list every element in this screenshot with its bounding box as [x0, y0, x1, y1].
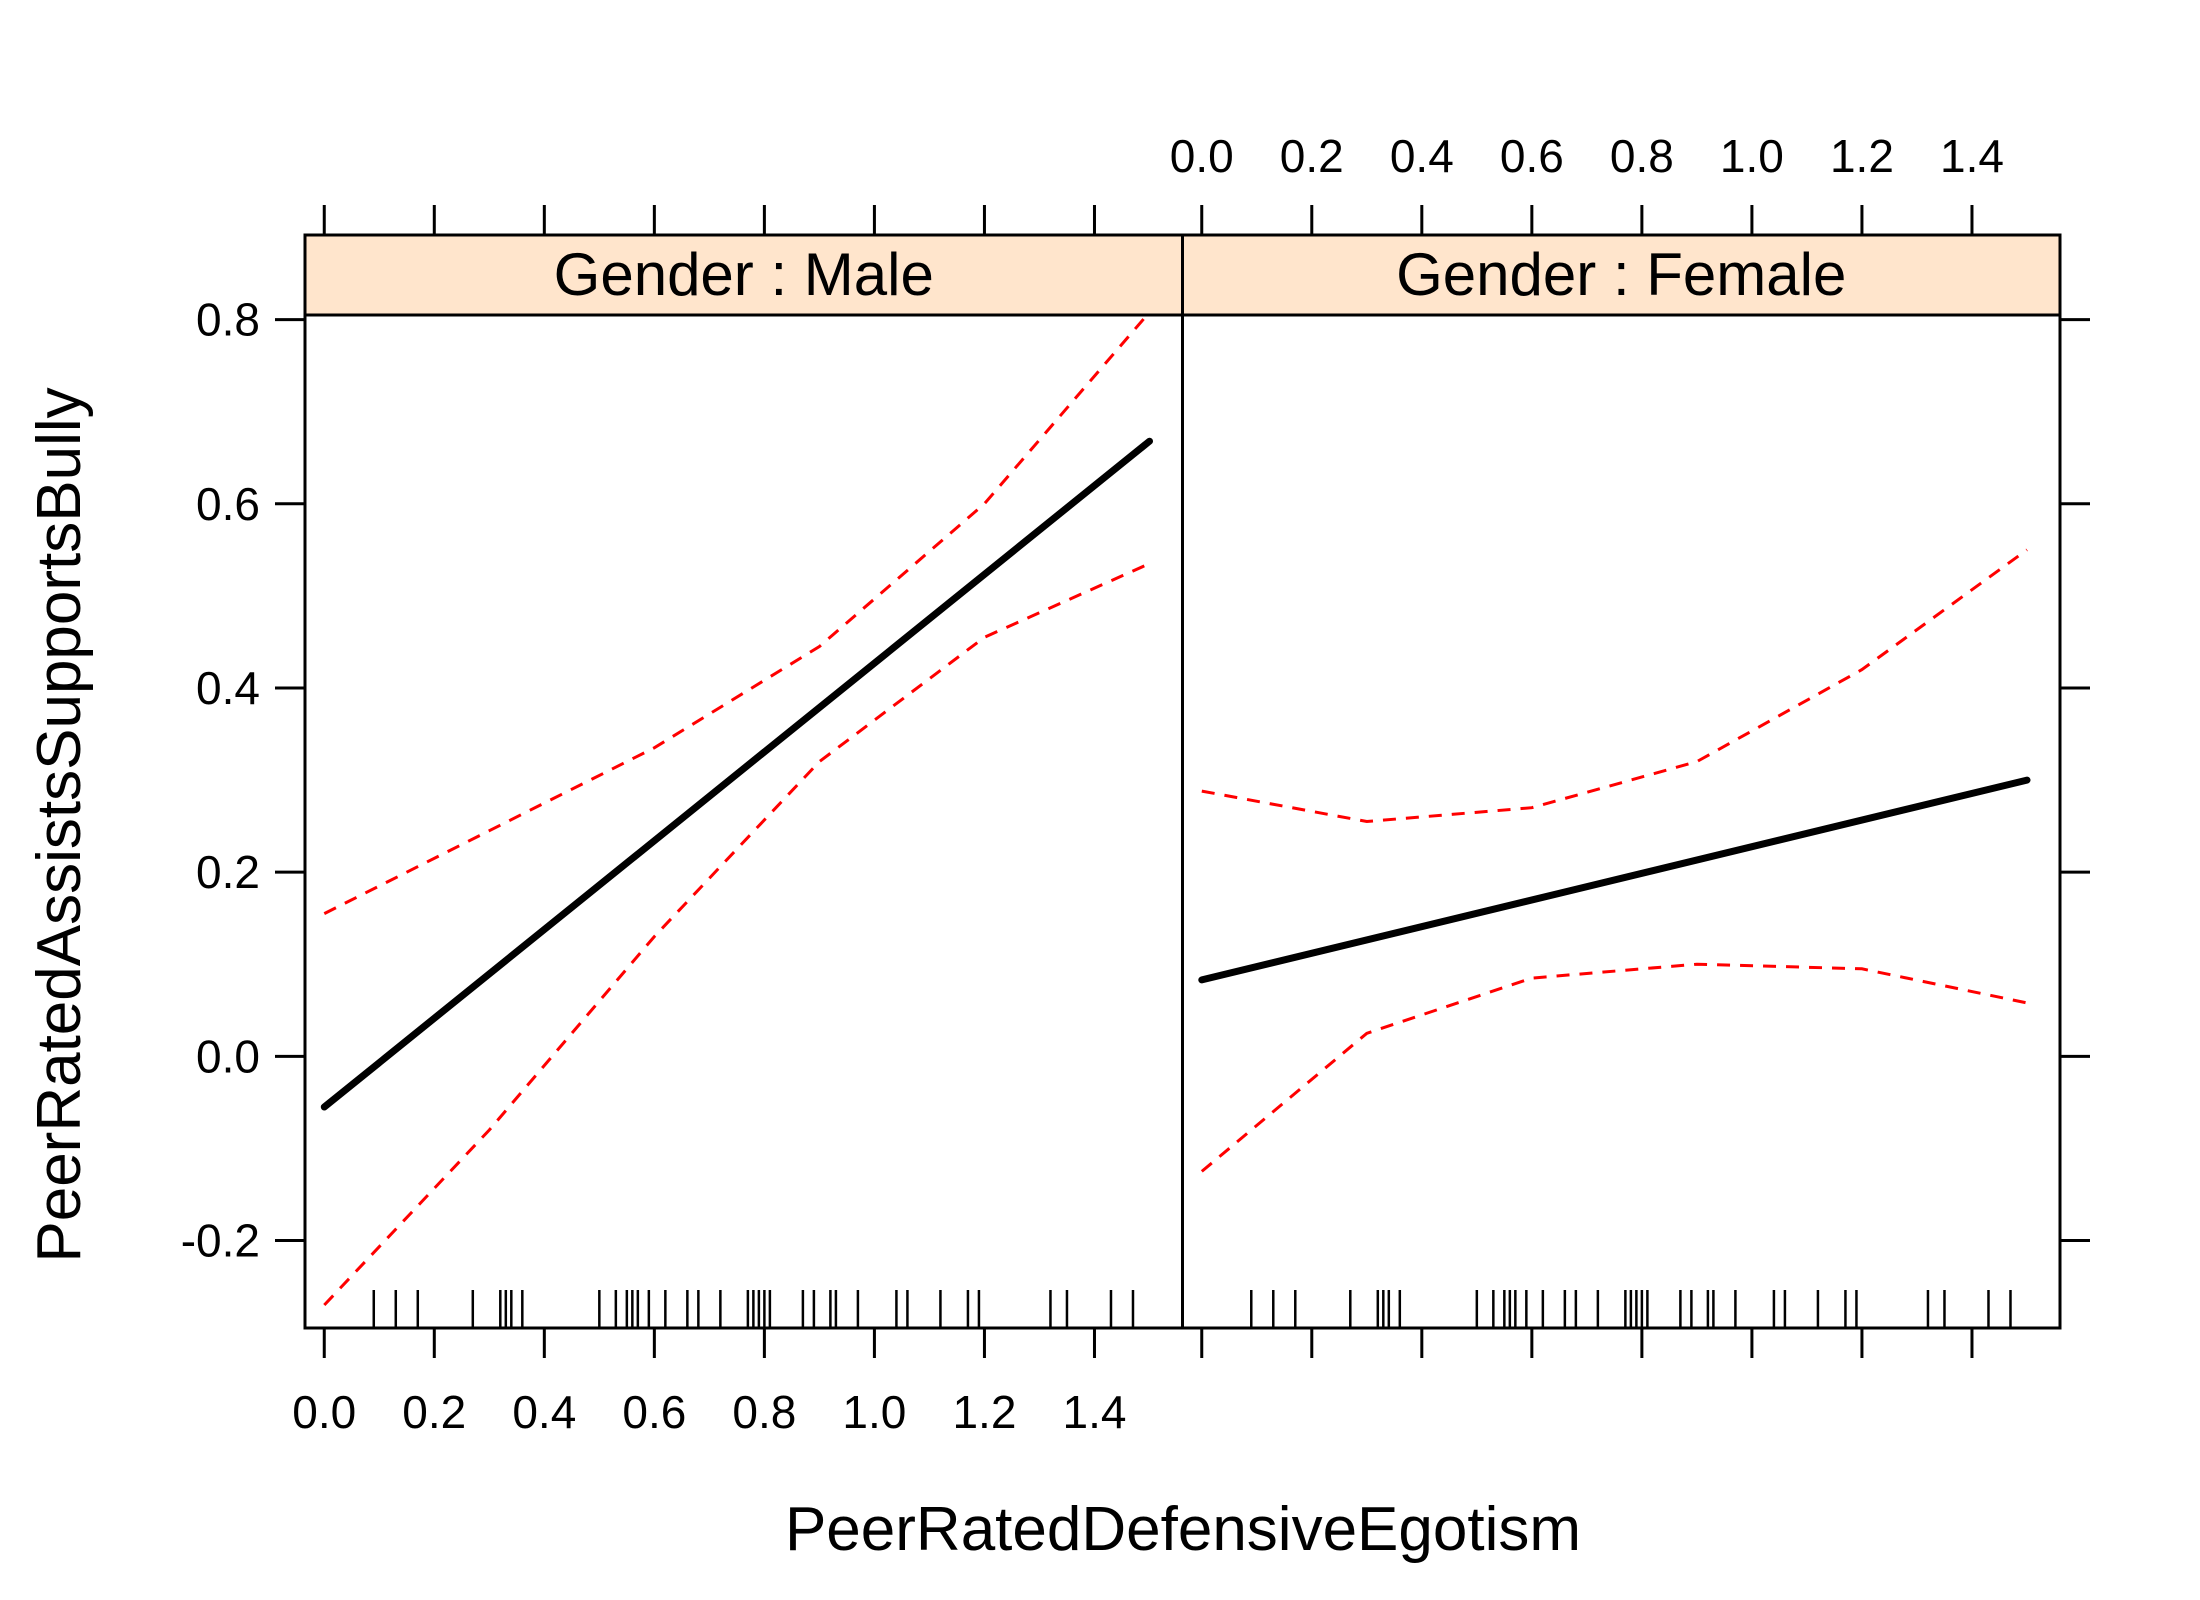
- x-tick-label: 1.0: [842, 1386, 906, 1438]
- y-tick-label: 0.4: [196, 662, 260, 714]
- x-tick-label: 0.6: [1500, 130, 1564, 182]
- y-tick-label: 0.6: [196, 478, 260, 530]
- confidence-band-line: [323, 562, 1151, 1307]
- strip-label: Gender : Female: [1396, 241, 1846, 308]
- x-tick-label: 0.0: [1170, 130, 1234, 182]
- panel-1: Gender : Male: [303, 233, 1184, 1330]
- y-tick-label: -0.2: [181, 1215, 260, 1267]
- confidence-band-line: [1200, 962, 2028, 1173]
- x-tick-label: 1.0: [1720, 130, 1784, 182]
- x-tick-label: 0.8: [1610, 130, 1674, 182]
- x-tick-label: 0.6: [622, 1386, 686, 1438]
- x-tick-label: 0.4: [1390, 130, 1454, 182]
- x-tick-label: 1.4: [1940, 130, 2004, 182]
- fit-line: [320, 437, 1153, 1111]
- panels: Gender : Male Gender : Female: [303, 233, 2062, 1330]
- strip-background: [1181, 233, 2062, 317]
- x-tick-label: 1.4: [1062, 1386, 1126, 1438]
- axes: 0.0 0.2 0.4 0.6 0.8 1.0 1.2 1.4 0.0 0.2 0.4 0.6 0.8 1…: [181, 130, 2090, 1438]
- x-tick-label: 1.2: [1830, 130, 1894, 182]
- panel-2: Gender : Female: [1181, 233, 2062, 1330]
- panel-frame: [1181, 313, 2062, 1330]
- strip-label: Gender : Male: [554, 241, 934, 308]
- strip-background: [303, 233, 1184, 317]
- y-axis-title: PeerRatedAssistsSupportsBully: [25, 387, 94, 1262]
- confidence-band-line: [1201, 548, 2028, 824]
- confidence-band-line: [323, 311, 1151, 915]
- panel-frame: [303, 313, 1184, 1330]
- x-tick-label: 1.2: [952, 1386, 1016, 1438]
- x-tick-label: 0.8: [732, 1386, 796, 1438]
- x-axis-title: PeerRatedDefensiveEgotism: [785, 1495, 1581, 1564]
- x-tick-label: 0.2: [402, 1386, 466, 1438]
- x-tick-label: 0.4: [512, 1386, 576, 1438]
- y-tick-label: 0.2: [196, 846, 260, 898]
- fit-line: [1198, 776, 2031, 984]
- y-tick-label: 0.0: [196, 1030, 260, 1082]
- y-tick-label: 0.8: [196, 294, 260, 346]
- x-tick-label: 0.0: [292, 1386, 356, 1438]
- x-tick-label: 0.2: [1280, 130, 1344, 182]
